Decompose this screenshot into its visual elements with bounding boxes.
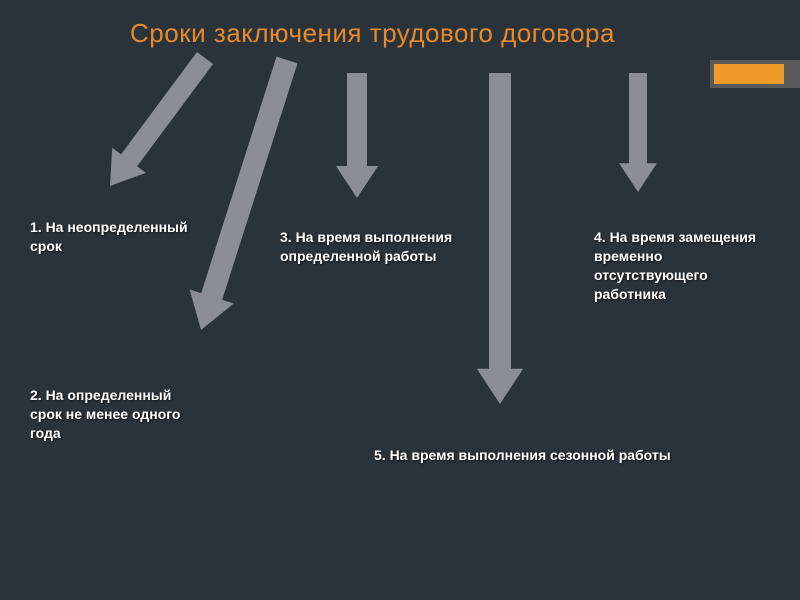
arrow-3 xyxy=(336,73,378,198)
arrow-2 xyxy=(190,57,298,330)
label-1: 1. На неопределенный срок xyxy=(30,218,190,256)
label-5: 5. На время выполнения сезонной работы xyxy=(374,446,674,465)
arrow-5 xyxy=(619,73,657,192)
label-2: 2. На определенный срок не менее одного … xyxy=(30,386,195,443)
arrow-1 xyxy=(110,52,213,186)
label-3: 3. На время выполнения определенной рабо… xyxy=(280,228,500,266)
label-4: 4. На время замещения временно отсутству… xyxy=(594,228,774,304)
